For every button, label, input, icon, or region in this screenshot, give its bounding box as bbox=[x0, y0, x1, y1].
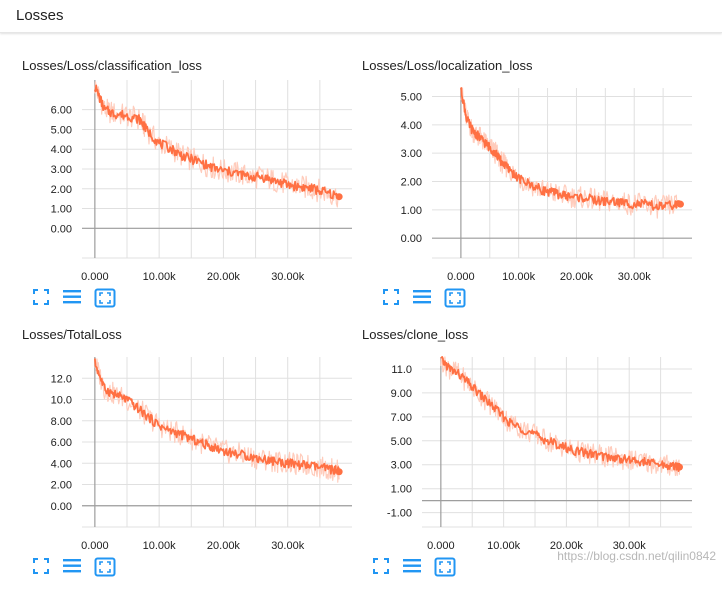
y-tick-label: 7.00 bbox=[391, 412, 412, 424]
x-tick-label: 10.00k bbox=[502, 271, 536, 283]
series-line bbox=[440, 356, 681, 472]
chart-plot[interactable]: 6.00 5.00 4.00 3.00 2.00 1.00 0.00 0.000 10.00k 2… bbox=[0, 58, 360, 288]
lines-icon[interactable] bbox=[62, 557, 82, 580]
x-tick-label: 30.00k bbox=[613, 540, 647, 552]
chart-title: Losses/TotalLoss bbox=[22, 327, 122, 342]
y-tick-label: 6.00 bbox=[51, 437, 72, 449]
y-tick-label: 2.00 bbox=[51, 480, 72, 492]
lines-icon[interactable] bbox=[62, 288, 82, 311]
chart-card-total-loss: Losses/TotalLoss 12.0 10.0 8.00 6.00 4.00 2.0… bbox=[0, 327, 352, 595]
x-tick-label: 10.00k bbox=[143, 271, 177, 283]
fit-domain-icon[interactable] bbox=[434, 557, 456, 582]
y-tick-label: 5.00 bbox=[401, 92, 422, 104]
x-tick-label: 0.000 bbox=[81, 271, 109, 283]
chart-plot[interactable]: 11.0 9.00 7.00 5.00 3.00 1.00 -1.00 0.000 10.00k… bbox=[340, 327, 700, 557]
chart-title: Losses/Loss/classification_loss bbox=[22, 58, 202, 73]
y-tick-label: 11.0 bbox=[391, 364, 412, 376]
y-tick-label: 1.00 bbox=[391, 484, 412, 496]
x-tick-label: 30.00k bbox=[618, 271, 652, 283]
chart-card-classification-loss: Losses/Loss/classification_loss 6.00 5.00… bbox=[0, 58, 352, 326]
fullscreen-icon[interactable] bbox=[382, 288, 400, 311]
chart-card-clone-loss: Losses/clone_loss 11.0 9.00 7.00 5.00 3.00 1.… bbox=[340, 327, 692, 595]
x-tick-label: 0.000 bbox=[81, 540, 109, 552]
y-tick-label: 8.00 bbox=[51, 416, 72, 428]
chart-card-localization-loss: Losses/Loss/localization_loss 5.00 4.00 3.… bbox=[340, 58, 692, 326]
series-end-point bbox=[675, 463, 683, 471]
y-tick-label: 3.00 bbox=[51, 164, 72, 176]
y-tick-label: -1.00 bbox=[387, 508, 412, 520]
x-tick-label: 30.00k bbox=[271, 271, 305, 283]
lines-icon[interactable] bbox=[402, 557, 422, 580]
fullscreen-icon[interactable] bbox=[32, 288, 50, 311]
y-tick-label: 1.00 bbox=[401, 205, 422, 217]
fit-domain-icon[interactable] bbox=[94, 557, 116, 582]
fullscreen-icon[interactable] bbox=[372, 557, 390, 580]
series-line bbox=[460, 87, 682, 211]
y-tick-label: 5.00 bbox=[391, 436, 412, 448]
section-title: Losses bbox=[16, 7, 64, 24]
series-end-point bbox=[676, 200, 684, 208]
y-tick-label: 9.00 bbox=[391, 388, 412, 400]
series-line bbox=[94, 84, 340, 200]
x-tick-label: 20.00k bbox=[207, 540, 241, 552]
y-tick-label: 12.0 bbox=[51, 373, 72, 385]
x-tick-label: 0.000 bbox=[447, 271, 475, 283]
fullscreen-icon[interactable] bbox=[32, 557, 50, 580]
chart-title: Losses/Loss/localization_loss bbox=[362, 58, 533, 73]
chart-title: Losses/clone_loss bbox=[362, 327, 469, 342]
y-tick-label: 0.00 bbox=[401, 233, 422, 245]
fit-domain-icon[interactable] bbox=[94, 288, 116, 313]
y-tick-label: 3.00 bbox=[401, 148, 422, 160]
fit-domain-icon[interactable] bbox=[444, 288, 466, 313]
y-tick-label: 1.00 bbox=[51, 204, 72, 216]
series-end-point bbox=[335, 468, 343, 476]
y-tick-label: 0.00 bbox=[51, 223, 72, 235]
watermark: https://blog.csdn.net/qilin0842 bbox=[557, 549, 716, 563]
series-end-point bbox=[335, 193, 343, 201]
x-tick-label: 0.000 bbox=[427, 540, 455, 552]
x-tick-label: 20.00k bbox=[550, 540, 584, 552]
y-tick-label: 5.00 bbox=[51, 124, 72, 136]
x-tick-label: 20.00k bbox=[560, 271, 594, 283]
section-header[interactable]: Losses bbox=[0, 0, 722, 33]
y-tick-label: 4.00 bbox=[51, 144, 72, 156]
y-tick-label: 0.00 bbox=[51, 501, 72, 513]
y-tick-label: 4.00 bbox=[401, 120, 422, 132]
x-tick-label: 10.00k bbox=[143, 540, 177, 552]
series-line bbox=[94, 358, 340, 475]
lines-icon[interactable] bbox=[412, 288, 432, 311]
x-tick-label: 30.00k bbox=[271, 540, 305, 552]
y-tick-label: 2.00 bbox=[401, 177, 422, 189]
x-tick-label: 20.00k bbox=[207, 271, 241, 283]
y-tick-label: 6.00 bbox=[51, 105, 72, 117]
y-tick-label: 4.00 bbox=[51, 458, 72, 470]
x-tick-label: 10.00k bbox=[487, 540, 521, 552]
chart-plot[interactable]: 12.0 10.0 8.00 6.00 4.00 2.00 0.00 0.000 10.00k 2… bbox=[0, 327, 360, 557]
y-tick-label: 3.00 bbox=[391, 460, 412, 472]
y-tick-label: 2.00 bbox=[51, 184, 72, 196]
y-tick-label: 10.0 bbox=[51, 395, 72, 407]
chart-plot[interactable]: 5.00 4.00 3.00 2.00 1.00 0.00 0.000 10.00k 20.00… bbox=[340, 58, 700, 288]
